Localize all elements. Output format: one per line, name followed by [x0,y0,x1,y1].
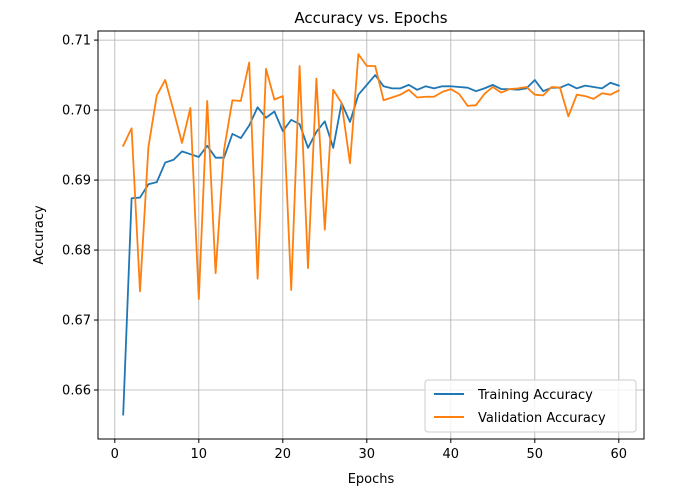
x-tick-label: 20 [275,447,292,462]
chart-title: Accuracy vs. Epochs [294,9,447,27]
series-layer [121,53,621,416]
legend-box [424,379,637,433]
y-tick-label: 0.70 [62,104,91,119]
plot-frame [97,30,645,440]
y-axis-label: Accuracy [32,205,47,265]
y-tick-label: 0.68 [62,244,91,259]
legend-label-validation: Validation Accuracy [478,411,606,426]
x-tick-label: 60 [611,447,628,462]
x-axis-label: Epochs [348,472,395,487]
legend-label-training: Training Accuracy [477,388,593,403]
x-tick-label: 0 [111,447,119,462]
y-tick-label: 0.67 [62,314,91,329]
x-tick-label: 30 [359,447,376,462]
y-tick-label: 0.66 [62,384,91,399]
tick-layer: 0 10 20 30 40 50 60 0.66 0.67 0.68 0.69 0.70 0.71 [62,34,627,462]
y-tick-label: 0.71 [62,34,91,49]
legend: Training Accuracy Validation Accuracy [424,379,637,433]
series-line-validation-accuracy [121,53,621,300]
y-tick-label: 0.69 [62,174,91,189]
x-tick-label: 10 [191,447,208,462]
plot-area [98,31,644,439]
x-tick-label: 40 [443,447,460,462]
x-tick-label: 50 [527,447,544,462]
